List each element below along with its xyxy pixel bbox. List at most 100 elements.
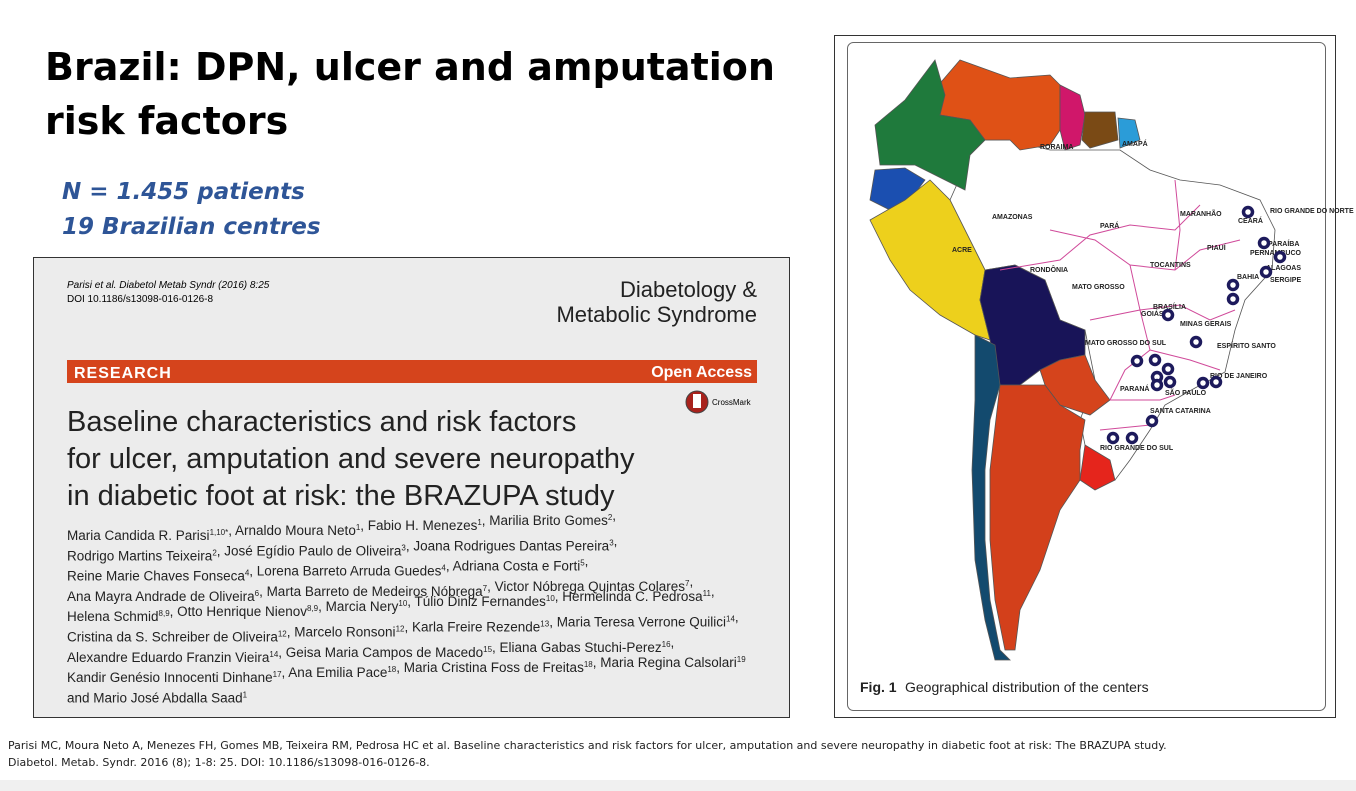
state-label: GOIÁS (1141, 309, 1164, 318)
author-name: , (735, 610, 739, 625)
author-affiliation: 1,10* (210, 528, 229, 537)
centre-marker (1145, 414, 1159, 428)
author-line: Cristina da S. Schreiber de Oliveira12, … (67, 610, 739, 645)
author-name: , Adriana Costa e Forti (446, 559, 580, 574)
uruguay (1079, 444, 1116, 491)
author-affiliation: 3 (609, 538, 614, 547)
author-name: , Túlio Diniz Fernandes (407, 594, 546, 609)
paper-title: in diabetic foot at risk: the BRAZUPA st… (67, 480, 615, 512)
author-affiliation: 2 (608, 513, 613, 522)
state-label: MARANHÃO (1180, 209, 1222, 218)
author-line: Helena Schmid8,9, Otto Henrique Nienov8,… (67, 584, 715, 624)
author-affiliation: 4 (245, 569, 250, 578)
centre-marker (1226, 292, 1240, 306)
state-label: ALAGOAS (1266, 265, 1301, 272)
author-affiliation: 18 (387, 665, 396, 674)
author-name: Kandir Genésio Innocenti Dinhane (67, 670, 273, 685)
author-affiliation: 1 (477, 518, 482, 527)
author-name: , Geisa Maria Campos de Macedo (278, 645, 483, 660)
author-name: , Marta Barreto de Medeiros Nóbrega (259, 584, 483, 599)
author-affiliation: 19 (737, 655, 746, 664)
centre-marker (1257, 236, 1271, 250)
author-affiliation: 8,9 (307, 604, 319, 613)
author-line: and Mario José Abdalla Saad1 (67, 690, 248, 705)
author-affiliation: 17 (273, 670, 282, 679)
centre-marker (1163, 375, 1177, 389)
author-name: , Eliana Gabas Stuchi-Perez (492, 640, 662, 655)
author-name: , Maria Teresa Verrone Quilici (549, 615, 726, 630)
author-affiliation: 12 (396, 625, 405, 634)
reference: Diabetol. Metab. Syndr. 2016 (8); 1-8: 2… (8, 756, 430, 769)
subtitle: 19 Brazilian centres (62, 214, 321, 240)
state-label: RIO DE JANEIRO (1210, 373, 1268, 380)
author-affiliation: 14 (269, 650, 278, 659)
author-name: , Hermelinda C. Pedrosa (555, 589, 703, 604)
centre-marker (1161, 308, 1175, 322)
author-affiliation: 1 (356, 523, 361, 532)
centre-marker (1125, 431, 1139, 445)
author-affiliation: 2 (212, 548, 217, 557)
author-line: Reine Marie Chaves Fonseca4, Lorena Barr… (67, 554, 588, 584)
suriname (1081, 111, 1119, 149)
state-label: SANTA CATARINA (1150, 408, 1211, 415)
state-label: AMAZONAS (992, 214, 1033, 221)
author-affiliation: 4 (441, 564, 446, 573)
colombia (874, 59, 986, 191)
argentina (989, 384, 1086, 651)
author-affiliation: 7 (685, 579, 690, 588)
author-name: Ana Mayra Andrade de Oliveira (67, 589, 255, 604)
centre-marker (1196, 376, 1210, 390)
author-affiliation: 1 (243, 690, 248, 699)
author-affiliation: 10 (398, 599, 407, 608)
author-name: , Marilia Brito Gomes (482, 513, 608, 528)
state-label: TOCANTINS (1150, 262, 1191, 269)
author-affiliation: 8,9 (159, 609, 171, 618)
state-border (1149, 349, 1221, 371)
author-line: Kandir Genésio Innocenti Dinhane17, Ana … (67, 655, 746, 685)
state-label: MATO GROSSO DO SUL (1085, 340, 1167, 347)
state-label: ESPÍRITO SANTO (1217, 341, 1276, 350)
centre-marker (1241, 205, 1255, 219)
author-affiliation: 7 (483, 584, 488, 593)
author-affiliation: 12 (278, 630, 287, 639)
author-name: , Joana Rodrigues Dantas Pereira (406, 538, 610, 553)
centre-marker (1226, 278, 1240, 292)
state-label: BAHIA (1237, 274, 1259, 281)
author-name: , (671, 635, 675, 650)
guyana (1059, 84, 1086, 151)
reference: Parisi MC, Moura Neto A, Menezes FH, Gom… (8, 739, 1167, 752)
author-affiliation: 10 (546, 594, 555, 603)
author-line: Alexandre Eduardo Franzin Vieira14, Geis… (67, 635, 674, 665)
author-line: Rodrigo Martins Teixeira2, José Egídio P… (67, 533, 617, 563)
state-border (1174, 179, 1181, 271)
state-label: AMAPÁ (1122, 139, 1148, 148)
author-name: and Mario José Abdalla Saad (67, 690, 243, 705)
author-affiliation: 18 (584, 660, 593, 669)
figure-caption: Geographical distribution of the centers (905, 679, 1149, 695)
author-affiliation: 3 (401, 543, 406, 552)
section-label: RESEARCH (74, 365, 172, 382)
state-label: MATO GROSSO (1072, 284, 1125, 291)
paper-citation: Parisi et al. Diabetol Metab Syndr (2016… (67, 280, 270, 291)
paper-doi: DOI 10.1186/s13098-016-0126-8 (67, 294, 213, 305)
author-name: , (614, 533, 618, 548)
figure-label: Fig. 1 (860, 679, 897, 695)
state-label: SÃO PAULO (1165, 388, 1207, 397)
centre-marker (1148, 353, 1162, 367)
state-label: PIAUÍ (1207, 243, 1227, 252)
author-name: Maria Candida R. Parisi (67, 528, 210, 543)
author-name: , (612, 508, 616, 523)
author-line: Maria Candida R. Parisi1,10*, Arnaldo Mo… (67, 508, 616, 543)
author-name: , (711, 584, 715, 599)
author-name: , Victor Nóbrega Quintas Colares (487, 579, 685, 594)
section-bar (67, 360, 757, 383)
author-list: Maria Candida R. Parisi1,10*, Arnaldo Mo… (67, 508, 746, 705)
state-label: RONDÔNIA (1030, 265, 1068, 274)
centre-marker (1106, 431, 1120, 445)
author-name: Reine Marie Chaves Fonseca (67, 569, 245, 584)
map (869, 59, 1276, 661)
state-label: RORAIMA (1040, 144, 1073, 151)
state-label: PARÁ (1100, 221, 1119, 230)
author-affiliation: 14 (726, 615, 735, 624)
crossmark-icon (693, 394, 701, 408)
